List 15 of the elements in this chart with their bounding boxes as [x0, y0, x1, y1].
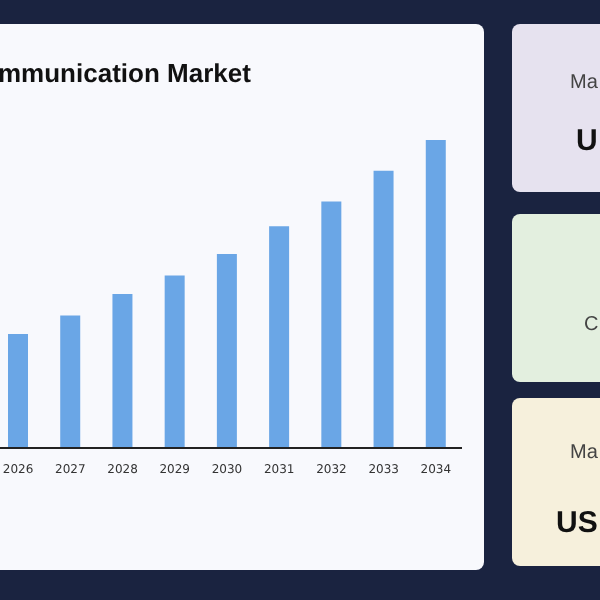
bar: [60, 315, 81, 448]
chart-title: mmunication Market: [0, 58, 251, 88]
bar: [164, 275, 185, 448]
bar: [373, 170, 394, 448]
bar: [425, 140, 446, 448]
text: US: [556, 506, 598, 540]
bar: [269, 226, 290, 448]
bar: [112, 294, 133, 448]
text: C: [584, 314, 599, 336]
text: Ma: [570, 72, 598, 94]
bar: [8, 334, 28, 448]
text: Ma: [570, 442, 598, 464]
text: U: [576, 124, 598, 158]
bar: [216, 253, 237, 448]
bar: [321, 201, 342, 448]
